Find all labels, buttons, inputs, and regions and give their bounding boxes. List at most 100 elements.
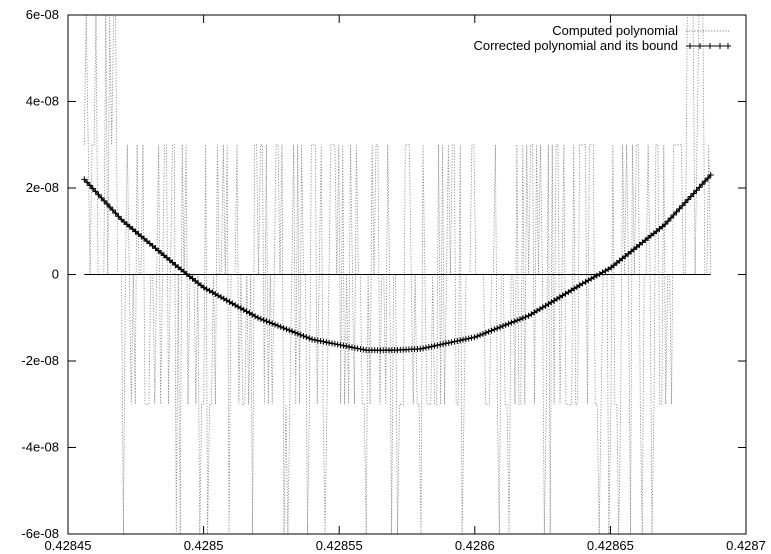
y-tick-label: 4e-08 <box>26 94 59 109</box>
corrected-marker <box>252 313 259 320</box>
corrected-marker <box>320 338 327 345</box>
legend-marker <box>697 43 703 49</box>
corrected-marker <box>226 298 233 305</box>
corrected-marker <box>86 182 93 189</box>
corrected-marker <box>286 327 293 334</box>
corrected-marker <box>354 345 361 352</box>
corrected-marker <box>329 340 336 347</box>
corrected-marker <box>283 326 290 333</box>
corrected-marker <box>662 221 669 228</box>
corrected-marker <box>667 215 674 222</box>
corrected-marker <box>300 332 307 339</box>
corrected-marker <box>479 330 486 337</box>
corrected-marker <box>272 321 279 328</box>
corrected-marker <box>348 344 355 351</box>
corrected-marker <box>488 327 495 334</box>
corrected-marker <box>511 318 518 325</box>
corrected-marker <box>684 196 691 203</box>
corrected-marker <box>420 345 427 352</box>
y-tick-label: -4e-08 <box>21 440 59 455</box>
x-tick-label: 0.4285 <box>184 538 224 553</box>
corrected-marker <box>679 202 686 209</box>
corrected-marker <box>471 334 478 341</box>
series-computed-polynomial <box>83 15 712 534</box>
corrected-marker <box>491 326 498 333</box>
corrected-marker <box>588 275 595 282</box>
corrected-marker <box>289 328 296 335</box>
x-tick-label: 0.42865 <box>587 538 634 553</box>
corrected-marker <box>593 272 600 279</box>
corrected-marker <box>602 267 609 274</box>
corrected-marker <box>454 337 461 344</box>
corrected-marker <box>92 188 99 195</box>
legend-label: Corrected polynomial and its bound <box>473 38 678 53</box>
corrected-marker <box>274 322 281 329</box>
corrected-marker <box>98 194 105 201</box>
corrected-marker <box>485 328 492 335</box>
x-tick-label: 0.42855 <box>316 538 363 553</box>
corrected-marker <box>702 178 709 185</box>
corrected-marker <box>522 313 529 320</box>
x-tick-label: 0.42845 <box>45 538 92 553</box>
corrected-marker <box>425 344 432 351</box>
corrected-marker <box>465 335 472 342</box>
corrected-marker <box>331 340 338 347</box>
corrected-marker <box>590 274 597 281</box>
corrected-marker <box>519 315 526 322</box>
corrected-marker <box>309 336 316 343</box>
corrected-marker <box>508 319 515 326</box>
corrected-marker <box>232 302 239 309</box>
corrected-marker <box>451 338 458 345</box>
corrected-marker <box>277 323 284 330</box>
corrected-marker <box>237 305 244 312</box>
corrected-marker <box>516 316 523 323</box>
corrected-marker <box>217 294 224 301</box>
corrected-marker <box>704 175 711 182</box>
corrected-marker <box>707 172 714 179</box>
x-tick-label: 0.4286 <box>455 538 495 553</box>
legend-marker <box>707 43 713 49</box>
corrected-marker <box>314 337 321 344</box>
corrected-marker <box>101 197 108 204</box>
corrected-marker <box>334 341 341 348</box>
corrected-marker <box>257 315 264 322</box>
y-tick-label: -2e-08 <box>21 353 59 368</box>
y-tick-label: -6e-08 <box>21 526 59 541</box>
corrected-marker <box>209 289 216 296</box>
corrected-marker <box>118 216 125 223</box>
corrected-marker <box>260 317 267 324</box>
corrected-marker <box>89 185 96 192</box>
corrected-marker <box>346 343 353 350</box>
corrected-marker <box>266 319 273 326</box>
corrected-marker <box>442 340 449 347</box>
corrected-marker <box>428 343 435 350</box>
corrected-marker <box>229 300 236 307</box>
corrected-marker <box>343 343 350 350</box>
corrected-marker <box>280 325 287 332</box>
corrected-marker <box>417 345 424 352</box>
corrected-marker <box>297 331 304 338</box>
corrected-marker <box>311 336 318 343</box>
corrected-marker <box>460 336 467 343</box>
tick-labels: 0.42845 0.4285 0.42855 0.4286 0.42865 0.4287 -… <box>21 7 765 553</box>
corrected-marker <box>670 211 677 218</box>
corrected-marker <box>482 329 489 336</box>
corrected-marker <box>351 344 358 351</box>
corrected-marker <box>497 324 504 331</box>
corrected-marker <box>673 208 680 215</box>
corrected-marker <box>95 191 102 198</box>
corrected-marker <box>303 334 310 341</box>
corrected-marker <box>665 218 672 225</box>
corrected-marker <box>437 341 444 348</box>
corrected-marker <box>306 335 313 342</box>
corrected-marker <box>422 344 429 351</box>
series-corrected-polynomial <box>81 172 714 354</box>
corrected-marker <box>693 187 700 194</box>
corrected-marker <box>494 325 501 332</box>
corrected-marker <box>269 320 276 327</box>
corrected-marker <box>360 346 367 353</box>
corrected-marker <box>106 204 113 211</box>
y-tick-label: 0 <box>52 267 59 282</box>
